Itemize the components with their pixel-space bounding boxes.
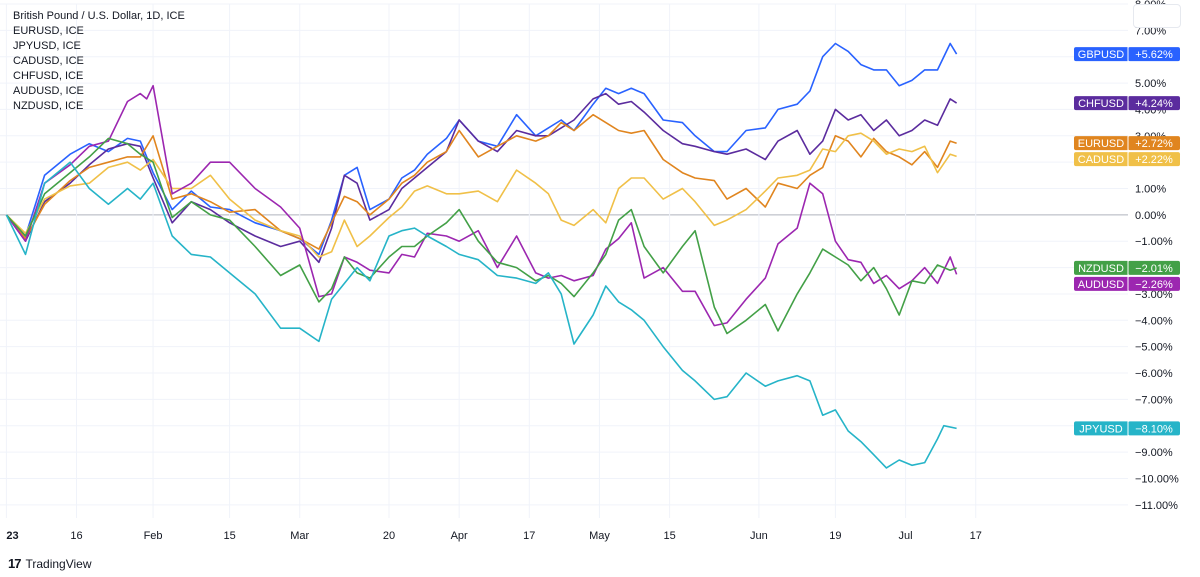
scale-mode-button[interactable] [1133,4,1181,28]
y-tick-label: −5.00% [1135,342,1173,354]
x-tick-label: 15 [663,530,675,542]
tag-series-name: NZDUSD [1078,263,1124,275]
tag-name-box [1074,260,1129,275]
legend-item-chfusd[interactable]: CHFUSD, ICE [13,70,84,82]
series-line-audusd [5,84,958,327]
tag-value-box [1128,260,1180,275]
tradingview-logo-icon: 17 [8,556,22,571]
x-tick-label: Feb [144,530,163,542]
y-tick-label: 0.00% [1135,210,1166,222]
series-line-cadusd [5,132,957,258]
x-tick-label: 19 [829,530,841,542]
tag-series-value: −2.26% [1135,279,1173,291]
tag-series-name: CHFUSD [1078,98,1124,110]
value-tag-gbpusd: GBPUSD +5.62% [1074,47,1180,62]
x-tick-label: May [589,530,610,542]
legend-item-main[interactable]: British Pound / U.S. Dollar, 1D, ICE [13,10,185,22]
x-tick-label: 17 [523,530,535,542]
tag-value-box [1128,276,1180,291]
y-tick-label: 5.00% [1135,78,1166,90]
value-tag-jpyusd: JPYUSD −8.10% [1074,421,1180,436]
chart-grid [0,3,1128,518]
tag-series-name: CADUSD [1078,154,1125,166]
x-tick-label: Jun [750,530,768,542]
tag-value-box [1128,152,1180,167]
tag-series-name: AUDUSD [1078,279,1125,291]
value-tag-eurusd: EURUSD +2.72% [1074,136,1180,151]
value-tag-cadusd: CADUSD +2.22% [1074,152,1180,167]
tag-series-name: EURUSD [1078,138,1125,150]
legend-item-nzdusd[interactable]: NZDUSD, ICE [13,100,84,112]
series-value-tags: GBPUSD +5.62% CHFUSD +4.24% EURUSD +2.72% CADU… [1074,47,1180,436]
tag-value-box [1128,136,1180,151]
tag-value-box [1128,96,1180,111]
x-tick-label: Jul [899,530,913,542]
x-tick-label: 15 [223,530,235,542]
series-legend: British Pound / U.S. Dollar, 1D, ICE EUR… [13,9,185,114]
tag-name-box [1074,421,1129,436]
tag-series-value: +2.22% [1135,154,1173,166]
y-tick-label: −6.00% [1135,368,1173,380]
tag-series-value: −2.01% [1135,263,1173,275]
tag-series-name: GBPUSD [1078,49,1125,61]
legend-item-jpyusd[interactable]: JPYUSD, ICE [13,40,81,52]
legend-item-cadusd[interactable]: CADUSD, ICE [13,55,84,67]
x-tick-label: 17 [970,530,982,542]
y-tick-label: −3.00% [1135,289,1173,301]
series-line-eurusd [5,113,957,250]
legend-item-audusd[interactable]: AUDUSD, ICE [13,85,84,97]
x-tick-label: 16 [70,530,82,542]
y-tick-label: 7.00% [1135,25,1166,37]
y-tick-label: −10.00% [1135,473,1179,485]
x-tick-label: 23 [6,530,18,542]
x-tick-label: 20 [383,530,395,542]
series-line-jpyusd [5,161,957,469]
tag-value-box [1128,47,1180,62]
x-tick-label: Apr [451,530,468,542]
tag-name-box [1074,152,1129,167]
tag-series-value: +2.72% [1135,138,1173,150]
x-tick-label: Mar [290,530,309,542]
tag-name-box [1074,96,1129,111]
value-tag-chfusd: CHFUSD +4.24% [1074,96,1180,111]
series-line-nzdusd [5,137,957,335]
value-tag-audusd: AUDUSD −2.26% [1074,276,1180,291]
tag-name-box [1074,136,1129,151]
value-tag-nzdusd: NZDUSD −2.01% [1074,260,1180,275]
series-lines [5,42,958,469]
tag-name-box [1074,276,1129,291]
tag-series-name: JPYUSD [1079,423,1122,435]
y-tick-label: −7.00% [1135,394,1173,406]
tag-series-value: +4.24% [1135,98,1173,110]
tag-series-value: −8.10% [1135,423,1173,435]
tag-series-value: +5.62% [1135,49,1173,61]
y-tick-label: −4.00% [1135,315,1173,327]
time-axis[interactable]: 23 16 Feb 15 Mar 20 Apr 17 May 15 Jun 19 Jul 17 [6,530,981,542]
tag-value-box [1128,421,1180,436]
y-tick-label: −1.00% [1135,236,1173,248]
y-tick-label: 1.00% [1135,184,1166,196]
y-tick-label: −9.00% [1135,447,1173,459]
tag-name-box [1074,47,1129,62]
y-tick-label: −11.00% [1135,500,1178,512]
brand-name: TradingView [25,556,92,571]
legend-item-eurusd[interactable]: EURUSD, ICE [13,25,84,37]
tradingview-brand[interactable]: 17 TradingView [8,556,92,571]
